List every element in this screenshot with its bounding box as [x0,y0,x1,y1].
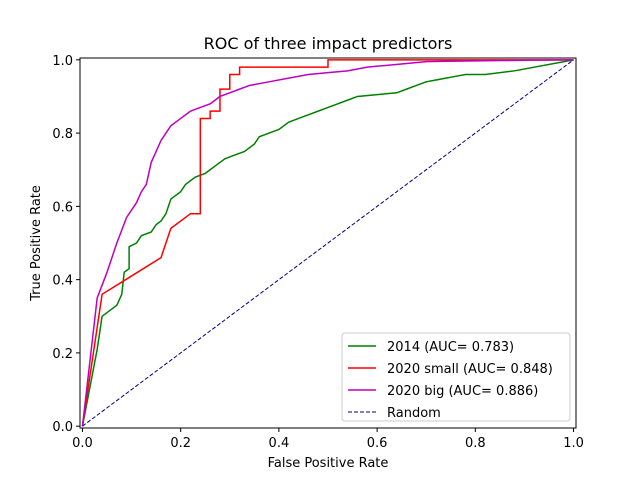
x-tick-label: 0.4 [269,436,290,451]
y-tick-label: 1.0 [52,54,73,69]
legend-box [341,332,571,422]
series-line-3 [82,59,574,427]
x-axis-ticks: 0.0 0.2 0.4 0.6 0.8 1.0 [72,428,584,451]
series-layer [81,59,574,427]
y-tick-label: 0.4 [52,274,73,289]
y-axis-ticks: 0.0 0.2 0.4 0.6 0.8 1.0 [52,54,80,435]
legend: 2014 (AUC= 0.783) 2020 small (AUC= 0.848)… [341,332,571,422]
legend-entry-label: 2020 small (AUC= 0.848) [387,362,553,377]
legend-entry-label: Random [387,406,441,421]
y-tick-label: 0.6 [52,200,73,215]
x-tick-label: 0.6 [367,436,388,451]
series-line-0 [81,59,574,427]
plot-area-frame [79,57,577,429]
x-tick-label: 0.0 [72,436,93,451]
series-line-2 [81,59,574,427]
series-line-1 [81,59,574,427]
y-tick-label: 0.8 [52,127,73,142]
x-tick-label: 0.2 [170,436,191,451]
x-axis-label: False Positive Rate [268,456,389,471]
y-axis-label: True Positive Rate [29,185,44,302]
legend-entry-label: 2020 big (AUC= 0.886) [387,384,538,399]
legend-entry-label: 2014 (AUC= 0.783) [387,340,514,355]
x-tick-label: 0.8 [465,436,486,451]
y-tick-label: 0.2 [52,347,73,362]
y-tick-label: 0.0 [52,420,73,435]
chart-title: ROC of three impact predictors [204,34,453,53]
x-tick-label: 1.0 [563,436,584,451]
